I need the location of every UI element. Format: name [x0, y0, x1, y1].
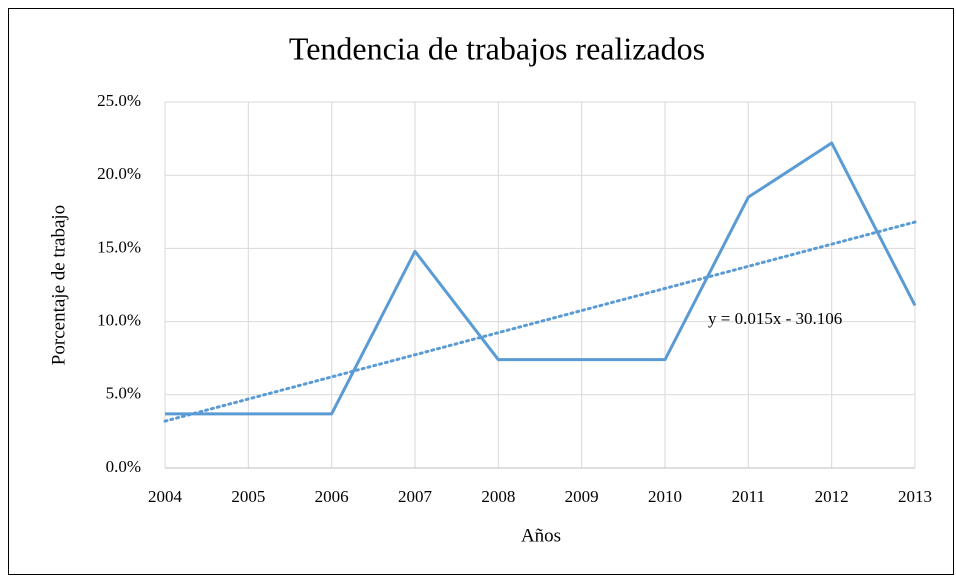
y-tick-label: 0.0% — [106, 457, 141, 476]
x-tick-label: 2009 — [565, 487, 599, 506]
y-tick-label: 10.0% — [97, 311, 141, 330]
x-axis-label: Años — [521, 525, 561, 546]
chart-title: Tendencia de trabajos realizados — [289, 30, 705, 66]
x-tick-label: 2013 — [898, 487, 932, 506]
x-tick-label: 2006 — [315, 487, 349, 506]
y-tick-label: 5.0% — [106, 384, 141, 403]
trendline — [163, 220, 917, 423]
chart-frame — [8, 8, 954, 575]
trendline-equation: y = 0.015x - 30.106 — [708, 309, 842, 328]
y-tick-label: 15.0% — [97, 237, 141, 256]
y-tick-label: 25.0% — [97, 91, 141, 110]
x-tick-label: 2012 — [815, 487, 849, 506]
y-axis-label: Porcentaje de trabajo — [48, 205, 69, 365]
x-tick-label: 2008 — [481, 487, 515, 506]
x-tick-label: 2004 — [148, 487, 183, 506]
x-tick-label: 2007 — [398, 487, 433, 506]
x-tick-label: 2010 — [648, 487, 682, 506]
y-tick-label: 20.0% — [97, 164, 141, 183]
data-line — [165, 141, 917, 416]
x-tick-label: 2005 — [231, 487, 265, 506]
x-tick-label: 2011 — [732, 487, 765, 506]
